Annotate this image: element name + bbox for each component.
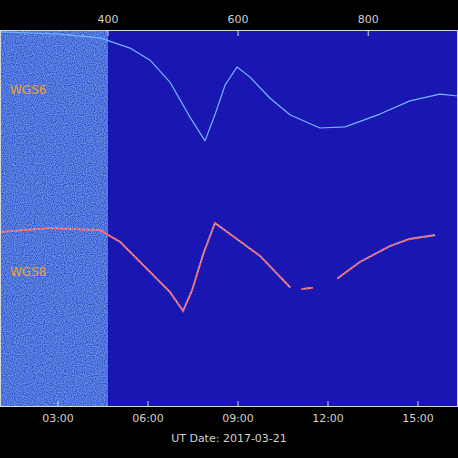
x-tick [147,401,148,407]
plot-group [0,30,458,407]
x2-tick [107,30,108,36]
x-tick-label: 12:00 [312,412,344,425]
series-label: WGS6 [10,83,46,97]
x-tick-label: 03:00 [42,412,74,425]
x-tick [57,401,58,407]
x-tick [238,401,239,407]
series-line [0,32,458,141]
series-line [0,223,435,311]
x-tick [328,401,329,407]
plot-area [0,30,458,407]
x-tick-label: 15:00 [402,412,434,425]
series-dots [0,223,435,311]
x2-tick [368,30,369,36]
x-tick-label: 09:00 [222,412,254,425]
x2-tick-label: 600 [228,13,249,26]
x-tick [418,401,419,407]
x2-tick-label: 400 [97,13,118,26]
shaded-region [0,30,108,407]
x2-tick [238,30,239,36]
x-axis-label: UT Date: 2017-03-21 [171,432,287,445]
chart: WGS6 WGS8 03:00 06:00 09:00 12:00 15:00 400 600 8… [0,0,458,458]
background [0,0,458,458]
x-tick-label: 06:00 [132,412,164,425]
frame [1,31,458,407]
x2-tick-label: 800 [358,13,379,26]
series-label: WGS8 [10,265,46,279]
